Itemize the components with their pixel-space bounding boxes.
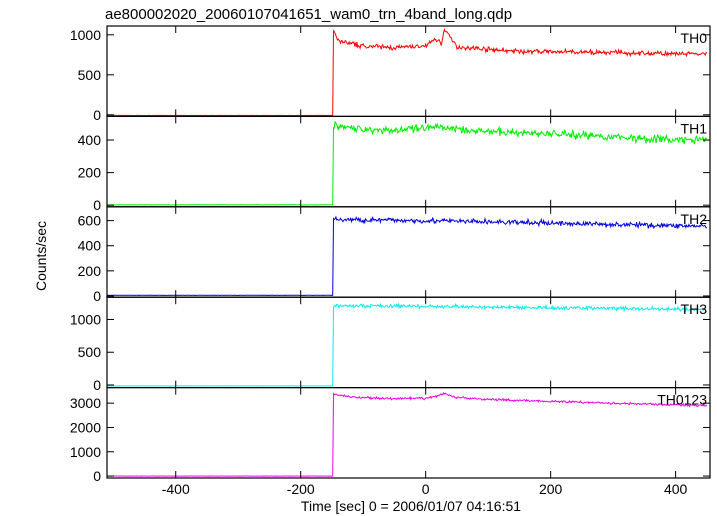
chart: ae800002020_20060107041651_wam0_trn_4ban… [0,0,717,516]
x-tick-label: -400 [162,481,190,497]
series-line-th0123 [107,393,707,476]
panel-frame-th0123 [107,388,710,478]
panels: 0 500 1000 TH0 0 200 400 TH1 0 200 400 600 TH2 0 500 10… [70,26,710,497]
y-tick-label: 200 [78,165,102,181]
y-tick-label: 0 [93,468,101,484]
panel-frame-th1 [107,116,710,206]
y-tick-label: 600 [78,213,102,229]
series-line-th2 [107,217,707,295]
y-tick-label: 1000 [70,444,101,460]
panel-frame-th3 [107,297,710,387]
y-tick-label: 400 [78,132,102,148]
panel-label-th0123: TH0123 [657,392,707,408]
panel-label-th2: TH2 [681,211,708,227]
y-tick-label: 1000 [70,311,101,327]
x-tick-label: 0 [422,481,430,497]
x-tick-label: -200 [287,481,315,497]
series-line-th1 [107,122,707,205]
y-tick-label: 2000 [70,419,101,435]
y-tick-label: 500 [78,67,102,83]
y-tick-label: 500 [78,344,102,360]
x-axis-label: Time [sec] 0 = 2006/01/07 04:16:51 [301,498,521,514]
chart-title: ae800002020_20060107041651_wam0_trn_4ban… [105,6,512,23]
panel-frame-th0 [107,26,710,116]
y-tick-label: 0 [93,288,101,304]
y-tick-label: 200 [78,263,102,279]
y-tick-label: 0 [93,107,101,123]
panel-label-th0: TH0 [681,30,708,46]
panel-label-th1: TH1 [681,120,708,136]
panel-label-th3: TH3 [681,301,708,317]
x-tick-label: 400 [664,481,688,497]
x-tick-label: 200 [539,481,563,497]
y-tick-label: 1000 [70,27,101,43]
y-tick-label: 400 [78,238,102,254]
y-tick-label: 0 [93,377,101,393]
series-line-th3 [107,304,707,386]
y-tick-label: 0 [93,197,101,213]
series-line-th0 [107,30,707,116]
y-axis-label: Counts/sec [33,221,49,291]
y-tick-label: 3000 [70,395,101,411]
